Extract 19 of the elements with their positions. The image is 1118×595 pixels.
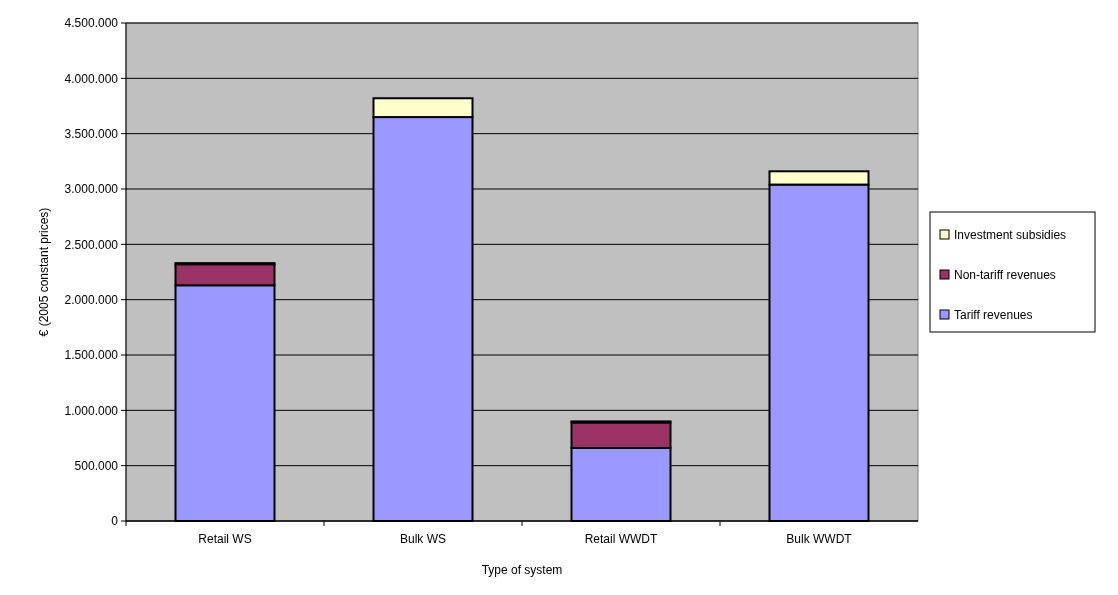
legend-label: Investment subsidies	[954, 228, 1067, 242]
x-tick-label: Retail WWDT	[584, 532, 658, 546]
legend-label: Tariff revenues	[954, 308, 1033, 322]
x-tick-label: Bulk WWDT	[786, 532, 853, 546]
y-tick-label: 4.000.000	[64, 71, 119, 86]
y-tick-label: 2.000.000	[64, 292, 119, 307]
x-tick-label: Retail WS	[198, 532, 252, 546]
y-tick-label: 3.000.000	[64, 182, 119, 197]
y-tick-label: 500.000	[74, 458, 119, 473]
y-tick-label: 1.000.000	[64, 403, 119, 418]
x-axis-title: Type of system	[481, 563, 563, 577]
legend-label: Non-tariff revenues	[954, 268, 1056, 282]
x-tick-label: Bulk WS	[399, 532, 447, 546]
y-tick-label: 3.500.000	[64, 126, 119, 141]
y-tick-label: 2.500.000	[64, 237, 119, 252]
y-tick-label: 0	[111, 514, 119, 529]
y-tick-label: 4.500.000	[64, 16, 119, 31]
y-tick-label: 1.500.000	[64, 348, 119, 363]
y-axis-title: € (2005 constant prices)	[37, 207, 51, 337]
